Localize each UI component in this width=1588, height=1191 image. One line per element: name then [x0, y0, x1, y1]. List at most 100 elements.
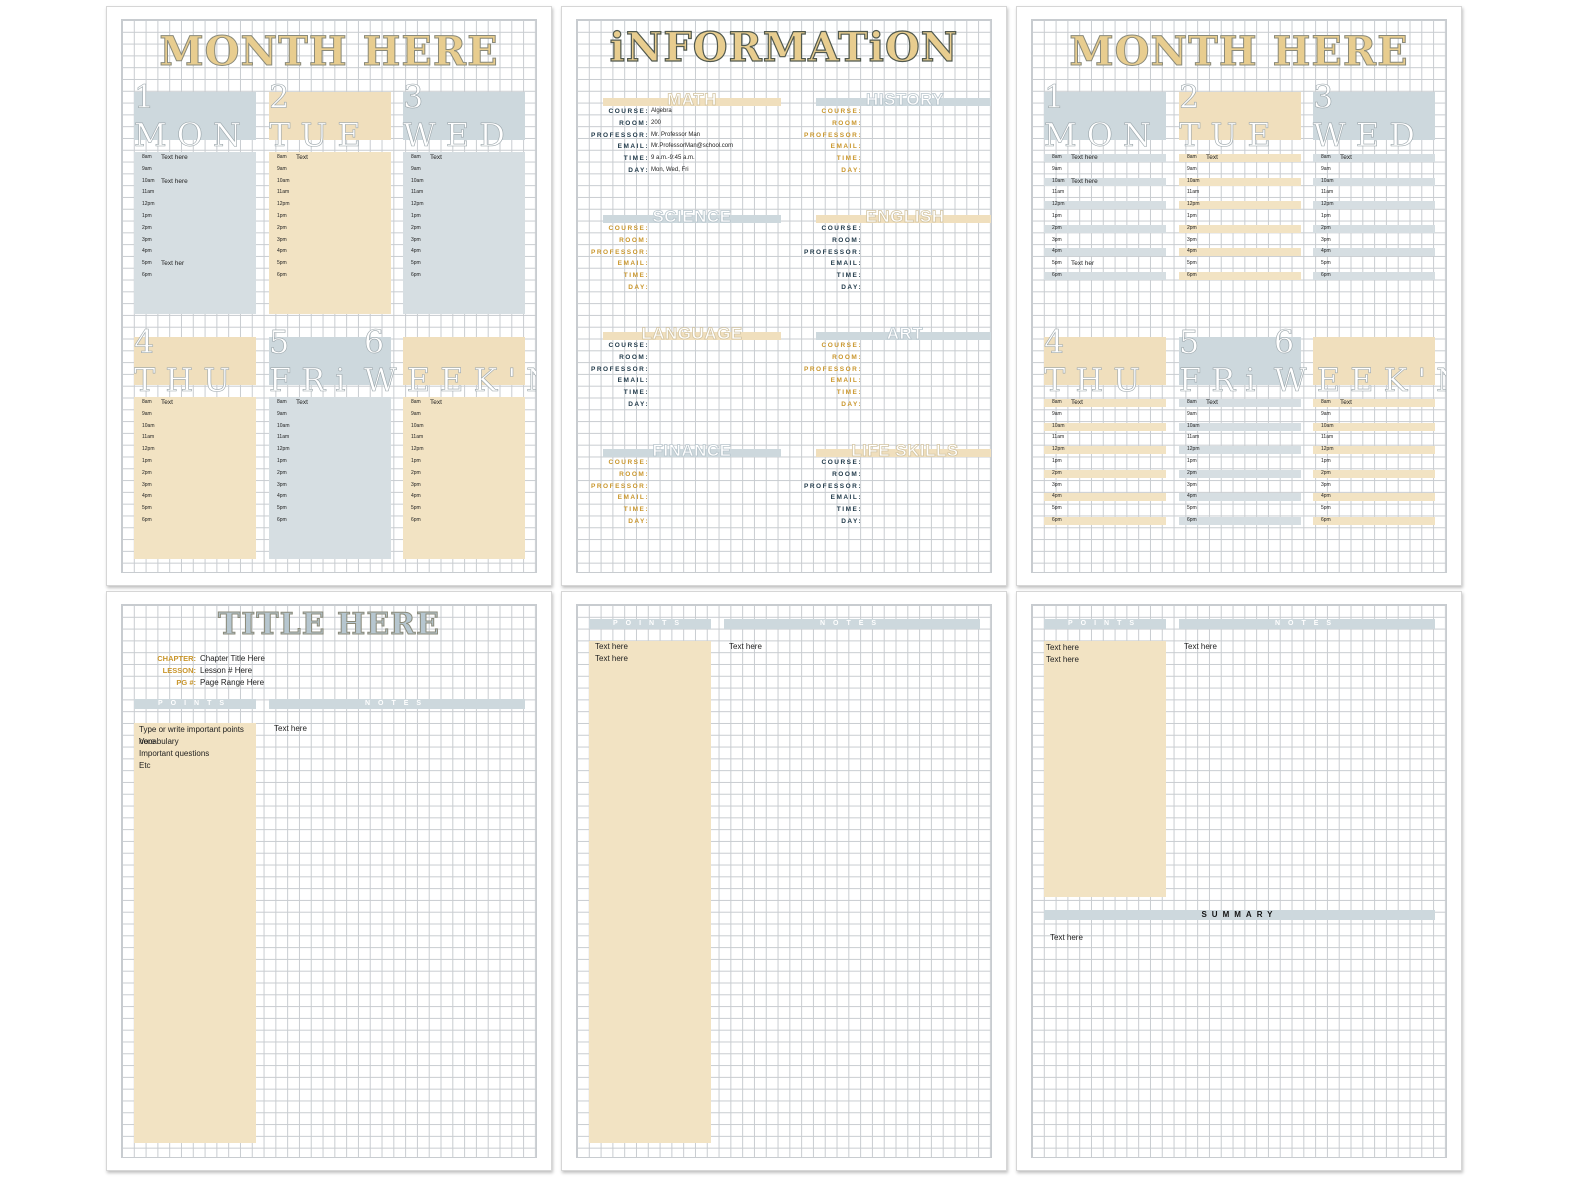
chapter-value[interactable]: Chapter Title Here: [200, 654, 265, 663]
time-label: 2pm: [1321, 224, 1331, 231]
time-slot: 2pm: [1179, 223, 1301, 235]
notes-text[interactable]: Text here: [274, 724, 307, 733]
field-label: PROFESSOR:: [591, 131, 649, 139]
slot-entry[interactable]: Text: [1206, 399, 1218, 406]
field-value[interactable]: Algebra: [651, 108, 672, 114]
field-label: COURSE:: [608, 108, 649, 115]
time-slot: 11am: [134, 432, 256, 444]
time-label: 4pm: [142, 248, 152, 255]
time-label: 1pm: [411, 213, 421, 219]
subject-bar: [603, 215, 781, 223]
time-slot: 6pm: [403, 270, 525, 282]
time-slot: 5pm Text her: [1044, 258, 1166, 270]
row-stripe: [1044, 272, 1166, 280]
info-field: ROOM:: [802, 352, 991, 364]
day-schedule[interactable]: 8am Text here 9am 10am Text here 11am 12pm 1pm 2…: [134, 152, 256, 314]
time-label: 11am: [277, 434, 290, 441]
time-label: 4pm: [1052, 493, 1062, 500]
slot-entry[interactable]: Text here: [161, 177, 188, 185]
time-slot: 9am: [1313, 164, 1435, 176]
field-label: PROFESSOR:: [591, 365, 649, 373]
field-value[interactable]: Mr. Professor Man: [651, 131, 701, 138]
field-label: EMAIL:: [617, 377, 649, 385]
time-slot: 11am: [269, 187, 391, 199]
day-schedule[interactable]: 8am Text 9am 10am 11am 12pm 1pm 2pm 3pm 4pm 5pm 6pm: [1313, 152, 1435, 282]
time-label: 9am: [142, 410, 152, 417]
subject-name: LANGUAGE: [641, 324, 743, 344]
row-stripe: [1179, 517, 1301, 525]
row-stripe: [1313, 469, 1435, 478]
points-column[interactable]: Type or write important points here Voca…: [134, 723, 256, 1143]
time-label: 3pm: [1052, 236, 1062, 243]
time-slot: 12pm: [1179, 199, 1301, 211]
time-slot: 10am: [403, 421, 525, 433]
summary-text[interactable]: Text here: [1050, 933, 1083, 942]
field-value[interactable]: Mr.ProfessorMan@school.com: [651, 143, 734, 150]
slot-entry[interactable]: Text: [430, 399, 442, 406]
time-label: 10am: [277, 422, 290, 429]
day-schedule[interactable]: 8am Text 9am 10am 11am 12pm 1pm 2pm 3pm 4pm 5pm 6pm: [269, 397, 391, 559]
lesson-value[interactable]: Lesson # Here: [200, 666, 253, 675]
info-field: TIME:: [802, 504, 991, 516]
time-label: 9am: [1187, 165, 1197, 172]
time-label: 3pm: [277, 481, 287, 488]
time-slot: 12pm: [134, 199, 256, 211]
info-field: TIME:: [589, 504, 789, 516]
pg-value[interactable]: Page Range Here: [200, 678, 265, 687]
time-slot: 2pm: [269, 223, 391, 235]
slot-entry[interactable]: Text: [161, 399, 173, 406]
field-value[interactable]: Mon, Wed, Fri: [651, 167, 689, 173]
page-title: MONTH HERE: [159, 28, 499, 76]
subject-bar: [603, 449, 781, 457]
day-schedule[interactable]: 8am Text 9am 10am 11am 12pm 1pm 2pm 3pm 4pm 5pm 6pm: [1044, 397, 1166, 527]
time-slot: 4pm: [1313, 491, 1435, 503]
time-label: 11am: [1321, 434, 1334, 441]
points-line: Important questions: [139, 749, 210, 758]
slot-entry[interactable]: Text: [1340, 399, 1352, 406]
day-schedule[interactable]: 8am Text 9am 10am 11am 12pm 1pm 2pm 3pm 4pm 5pm 6pm: [269, 152, 391, 314]
slot-entry[interactable]: Text: [296, 154, 308, 161]
time-slot: 8am Text: [269, 397, 391, 409]
info-field: TIME: 9 a.m.-9:45 a.m.: [589, 153, 789, 165]
info-field: PROFESSOR: Mr. Professor Man: [589, 130, 789, 142]
slot-entry[interactable]: Text: [1206, 154, 1218, 161]
points-column[interactable]: Text here Text here: [1044, 641, 1166, 897]
slot-entry[interactable]: Text: [296, 399, 308, 406]
time-label: 12pm: [277, 201, 290, 208]
day-schedule[interactable]: 8am Text 9am 10am 11am 12pm 1pm 2pm 3pm 4pm 5pm 6pm: [1179, 397, 1301, 527]
slot-entry[interactable]: Text here: [1071, 154, 1098, 161]
points-line: Vocabulary: [139, 737, 179, 746]
slot-entry[interactable]: Text her: [161, 260, 185, 268]
time-label: 12pm: [411, 201, 424, 208]
time-slot: 11am: [1044, 187, 1166, 199]
points-column[interactable]: Text here Text here: [589, 641, 711, 1143]
lesson-notes-page: TITLE HERE CHAPTER: Chapter Title Here L…: [106, 591, 552, 1171]
time-label: 3pm: [142, 481, 152, 488]
day-schedule[interactable]: 8am Text 9am 10am 11am 12pm 1pm 2pm 3pm 4pm 5pm 6pm: [403, 152, 525, 314]
time-label: 1pm: [277, 458, 287, 464]
time-label: 11am: [1187, 434, 1200, 441]
notes-text[interactable]: Text here: [1184, 642, 1217, 651]
day-schedule[interactable]: 8am Text here 9am 10am Text here 11am 12pm 1pm 2…: [1044, 152, 1166, 282]
day-schedule[interactable]: 8am Text 9am 10am 11am 12pm 1pm 2pm 3pm 4pm 5pm 6pm: [134, 397, 256, 559]
field-value[interactable]: 200: [651, 119, 662, 126]
notes-text[interactable]: Text here: [729, 642, 762, 651]
day-schedule[interactable]: 8am Text 9am 10am 11am 12pm 1pm 2pm 3pm 4pm 5pm 6pm: [1313, 397, 1435, 527]
slot-entry[interactable]: Text: [1071, 399, 1083, 406]
day-schedule[interactable]: 8am Text 9am 10am 11am 12pm 1pm 2pm 3pm 4pm 5pm 6pm: [1179, 152, 1301, 282]
time-slot: 11am: [1179, 187, 1301, 199]
slot-entry[interactable]: Text her: [1071, 260, 1095, 268]
time-label: 9am: [1052, 165, 1062, 172]
day-schedule[interactable]: 8am Text 9am 10am 11am 12pm 1pm 2pm 3pm 4pm 5pm 6pm: [403, 397, 525, 559]
slot-entry[interactable]: Text: [430, 154, 442, 161]
subject-heading: FINANCE: [603, 441, 781, 460]
slot-entry[interactable]: Text here: [1071, 177, 1098, 185]
time-slot: 9am: [134, 164, 256, 176]
info-field: DAY:: [802, 516, 991, 528]
field-value[interactable]: 9 a.m.-9:45 a.m.: [651, 155, 695, 162]
time-slot: 2pm: [1313, 223, 1435, 235]
slot-entry[interactable]: Text: [1340, 154, 1352, 161]
info-field: ROOM: 200: [589, 118, 789, 130]
slot-entry[interactable]: Text here: [161, 154, 188, 161]
info-field: TIME:: [802, 153, 991, 165]
